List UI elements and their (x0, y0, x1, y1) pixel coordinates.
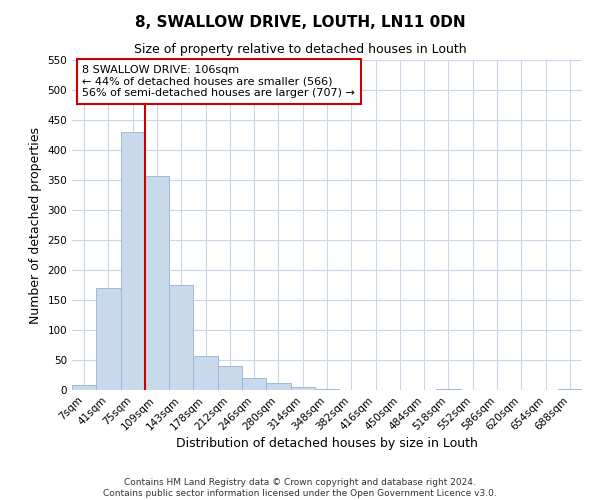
Bar (290, 387, 315, 390)
Bar (96, 288, 121, 390)
Bar (121, 132, 145, 390)
Text: Size of property relative to detached houses in Louth: Size of property relative to detached ho… (134, 42, 466, 56)
Bar (145, 176, 169, 390)
Bar (169, 285, 193, 390)
Bar (193, 356, 218, 390)
Text: 8, SWALLOW DRIVE, LOUTH, LN11 0DN: 8, SWALLOW DRIVE, LOUTH, LN11 0DN (134, 15, 466, 30)
Bar (242, 378, 266, 390)
Bar (72, 385, 96, 390)
Y-axis label: Number of detached properties: Number of detached properties (29, 126, 42, 324)
Text: Contains HM Land Registry data © Crown copyright and database right 2024.
Contai: Contains HM Land Registry data © Crown c… (103, 478, 497, 498)
Text: 8 SWALLOW DRIVE: 106sqm
← 44% of detached houses are smaller (566)
56% of semi-d: 8 SWALLOW DRIVE: 106sqm ← 44% of detache… (82, 65, 355, 98)
Bar (266, 384, 290, 390)
Bar (218, 366, 242, 390)
X-axis label: Distribution of detached houses by size in Louth: Distribution of detached houses by size … (176, 438, 478, 450)
